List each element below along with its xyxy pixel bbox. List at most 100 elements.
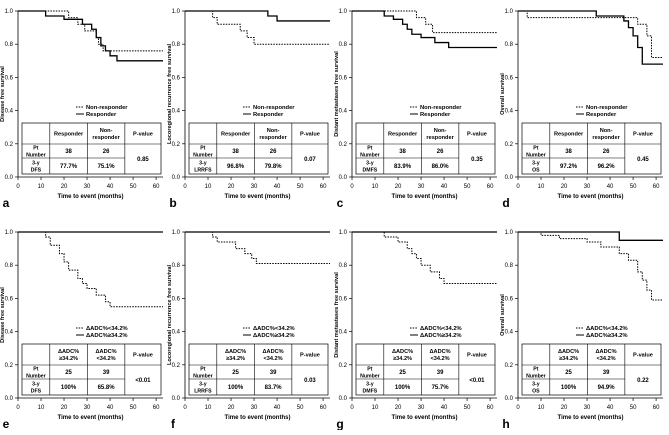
legend-label: ΔADC%<34.2% (586, 326, 628, 332)
panel-e: 0.0 0.2 0.4 0.6 0.8 1.0 0 10 20 30 40 50 60 Time to e… (0, 230, 163, 431)
table-header: ΔADC% ≥34.2% (225, 349, 246, 362)
y-tick-label: 0.0 (5, 175, 14, 181)
y-tick-label: 0.0 (339, 175, 348, 181)
panel-g: 0.0 0.2 0.4 0.6 0.8 1.0 0 10 20 30 40 50 60 Time to e… (334, 230, 497, 431)
table-pvalue: 0.22 (637, 378, 649, 384)
table-header: P-value (467, 132, 487, 138)
x-tick-label: 50 (464, 184, 471, 190)
stats-table: ΔADC% ≥34.2% ΔADC% <34.2% P-value Pt Number 25 3… (21, 343, 162, 396)
x-tick-label: 50 (130, 184, 137, 190)
table-row-label: Pt Number (193, 146, 213, 159)
panel-d: 0.0 0.2 0.4 0.6 0.8 1.0 0 10 20 30 40 50 60 Time to e… (500, 9, 663, 210)
table-pvalue: <0.01 (135, 378, 151, 384)
x-tick-label: 0 (16, 405, 20, 411)
table-cell: 38 (399, 149, 406, 155)
table-cell: 38 (232, 149, 239, 155)
x-axis-label: Time to event (months) (558, 415, 624, 421)
table-border (21, 122, 162, 175)
y-tick-label: 0.6 (172, 296, 181, 302)
y-tick-label: 0.6 (5, 75, 14, 81)
table-cell: 77.7% (60, 164, 78, 170)
legend-label: Responder (86, 112, 117, 118)
series-line (185, 10, 330, 45)
y-tick-label: 0.8 (505, 263, 514, 269)
table-pvalue: 0.85 (137, 157, 149, 163)
table-cell: 100% (61, 385, 77, 391)
y-tick-label: 0.4 (339, 109, 348, 115)
table-header: ΔADC% ≥34.2% (392, 349, 413, 362)
x-tick-label: 30 (418, 405, 425, 411)
table-header: P-value (300, 353, 320, 359)
legend-label: ΔADC%<34.2% (86, 326, 128, 332)
x-tick-label: 10 (205, 405, 212, 411)
y-tick-label: 1.0 (172, 230, 181, 236)
table-row-label: Pt Number (526, 367, 546, 380)
table-cell: 86.0% (432, 164, 450, 170)
stats-table: Responder Non-responder P-value Pt Number 38 2… (21, 122, 162, 175)
table-header: ΔADC% ≥34.2% (58, 349, 79, 362)
table-pvalue: 0.03 (304, 378, 316, 384)
y-tick-label: 0.8 (339, 42, 348, 48)
y-tick-label: 0.2 (505, 142, 514, 148)
table-cell: 39 (437, 370, 444, 376)
x-tick-label: 0 (516, 405, 520, 411)
x-tick-label: 40 (274, 405, 281, 411)
y-tick-label: 0.8 (339, 263, 348, 269)
table-cell: 39 (270, 370, 277, 376)
x-axis-label: Time to event (months) (58, 194, 124, 200)
stats-table: ΔADC% ≥34.2% ΔADC% <34.2% P-value Pt Number 25 3… (188, 343, 329, 396)
table-cell: 38 (565, 149, 572, 155)
panel-letter: h (502, 417, 509, 430)
table-cell: 39 (103, 370, 110, 376)
x-tick-label: 50 (130, 405, 137, 411)
table-header: Responder (54, 132, 84, 138)
table-cell: 83.9% (394, 164, 412, 170)
y-axis-label: Disease free survival (0, 66, 6, 122)
legend-label: ΔADC%≥34.2% (86, 333, 128, 339)
y-axis-label: Overall survival (500, 73, 506, 115)
y-tick-label: 0.2 (339, 142, 348, 148)
x-tick-label: 30 (584, 405, 591, 411)
y-tick-label: 0.4 (172, 330, 181, 336)
stats-table: ΔADC% ≥34.2% ΔADC% <34.2% P-value Pt Number 25 3… (355, 343, 496, 396)
x-tick-label: 60 (487, 405, 494, 411)
x-axis-label: Time to event (months) (225, 415, 291, 421)
x-tick-label: 40 (274, 184, 281, 190)
table-cell: 75.1% (98, 164, 116, 170)
y-tick-label: 0.2 (339, 363, 348, 369)
series-line (18, 10, 163, 52)
table-cell: 39 (603, 370, 610, 376)
table-header: ΔADC% <34.2% (96, 349, 117, 362)
table-border (355, 343, 496, 396)
y-axis-label: Disease free survival (0, 287, 6, 343)
table-cell: 25 (565, 370, 572, 376)
x-tick-label: 60 (653, 405, 660, 411)
x-tick-label: 20 (561, 184, 568, 190)
x-tick-label: 0 (183, 184, 187, 190)
series-line (518, 10, 663, 58)
table-pvalue: 0.35 (471, 157, 483, 163)
y-tick-label: 0.6 (339, 75, 348, 81)
table-border (188, 343, 329, 396)
table-cell: 94.9% (598, 385, 616, 391)
x-axis-label: Time to event (months) (392, 415, 458, 421)
table-header: ΔADC% <34.2% (263, 349, 284, 362)
x-tick-label: 40 (607, 405, 614, 411)
y-tick-label: 1.0 (505, 9, 514, 15)
legend-label: Responder (420, 112, 451, 118)
table-cell: 96.2% (598, 164, 616, 170)
table-row-label: Pt Number (193, 367, 213, 380)
series-line (18, 10, 163, 62)
y-tick-label: 0.0 (5, 396, 14, 402)
table-pvalue: 0.07 (304, 157, 316, 163)
table-row-label: 3-y OS (532, 382, 540, 395)
table-row-label: 3-y OS (532, 161, 540, 174)
y-tick-label: 1.0 (5, 9, 14, 15)
legend-label: ΔADC%≥34.2% (253, 333, 295, 339)
y-tick-label: 1.0 (339, 9, 348, 15)
y-tick-label: 0.2 (505, 363, 514, 369)
table-row-label: Pt Number (526, 146, 546, 159)
stats-table: Responder Non-responder P-value Pt Number 38 2… (355, 122, 496, 175)
table-cell: 38 (65, 149, 72, 155)
panel-letter: g (336, 417, 343, 430)
